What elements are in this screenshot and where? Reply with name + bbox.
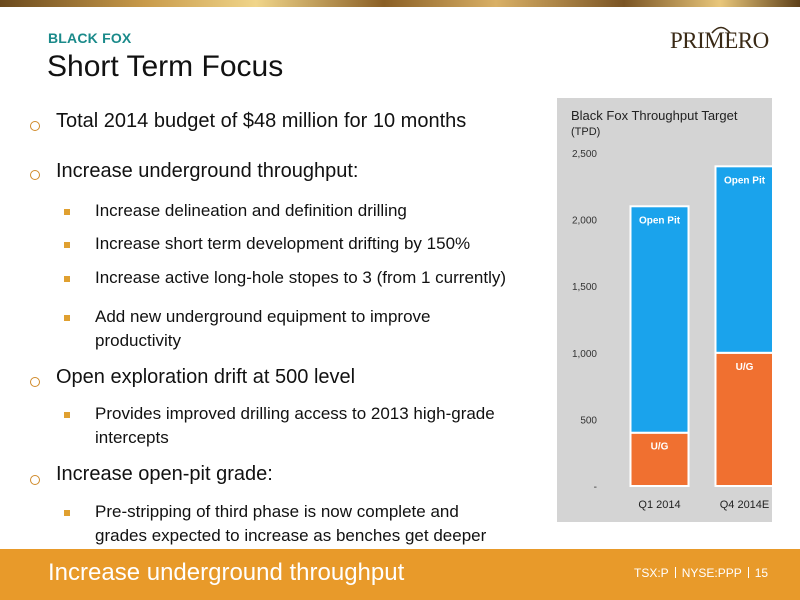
footer-tagline: Increase underground throughput [48,559,405,586]
bullet-item: Increase open-pit grade: [56,463,273,485]
bullet-circle-icon [30,377,40,387]
bar-segment-label: U/G [736,362,754,373]
bullet-square-icon [64,209,70,215]
bullet-square-icon [64,276,70,282]
bullet-square-icon [64,510,70,516]
bar-segment [714,351,772,487]
bullet-circle-icon [30,121,40,131]
footer-bar [0,549,800,600]
sub-bullet-item: Pre-stripping of third phase is now comp… [95,502,487,545]
bar-segment-label: U/G [651,442,669,453]
ticker-tsx: TSX:P [634,566,669,580]
bullet-square-icon [64,315,70,321]
bullet-square-icon [64,412,70,418]
bullet-item: Open exploration drift at 500 level [56,366,356,388]
bullet-list: Total 2014 budget of $48 million for 10 … [30,110,506,545]
footer-divider [747,567,749,578]
footer-info: TSX:P NYSE:PPP 15 [634,566,768,580]
sub-bullet-item: Add new underground equipment to improve… [95,307,431,350]
bar-segment-label: Open Pit [724,175,766,186]
section-label: BLACK FOX [48,30,132,46]
y-tick-label: - [594,482,597,493]
bar-segment-label: Open Pit [639,215,681,226]
y-tick-label: 2,500 [572,149,597,160]
bullet-square-icon [64,242,70,248]
top-decorative-banner [0,0,800,7]
y-tick-label: 1,000 [572,349,597,360]
chart-y-unit: (TPD) [571,126,601,138]
sub-bullet-item: Increase active long-hole stopes to 3 (f… [95,268,507,287]
page-title: Short Term Focus [47,50,284,83]
bullet-circle-icon [30,170,40,180]
logo-mark-icon [711,26,731,34]
sub-bullet-item: Increase delineation and definition dril… [95,201,407,220]
sub-bullet-item: Provides improved drilling access to 201… [95,404,495,447]
footer-divider [674,567,676,578]
x-category-label: Q1 2014 [638,499,680,511]
sub-bullet-item: Increase short term development drifting… [95,234,471,253]
page-number: 15 [754,566,769,580]
bullet-item: Increase underground throughput: [56,160,359,182]
chart-title: Black Fox Throughput Target [571,108,738,123]
bullet-item: Total 2014 budget of $48 million for 10 … [56,110,467,132]
y-tick-label: 2,000 [572,216,597,227]
ticker-nyse: NYSE:PPP [681,566,742,580]
company-logo: PRIMERO [670,24,780,60]
logo-text: PRIMERO [670,28,769,53]
bar-segment [714,165,772,354]
y-tick-label: 1,500 [572,282,597,293]
y-tick-label: 500 [580,415,597,426]
bar-segment [629,205,690,434]
bar-segment [629,431,690,487]
x-category-label: Q4 2014E [720,499,770,511]
bullet-circle-icon [30,475,40,485]
throughput-chart: - 500 1,000 1,500 2,000 2,500 U/G Open Pit Q1 20… [572,149,772,511]
